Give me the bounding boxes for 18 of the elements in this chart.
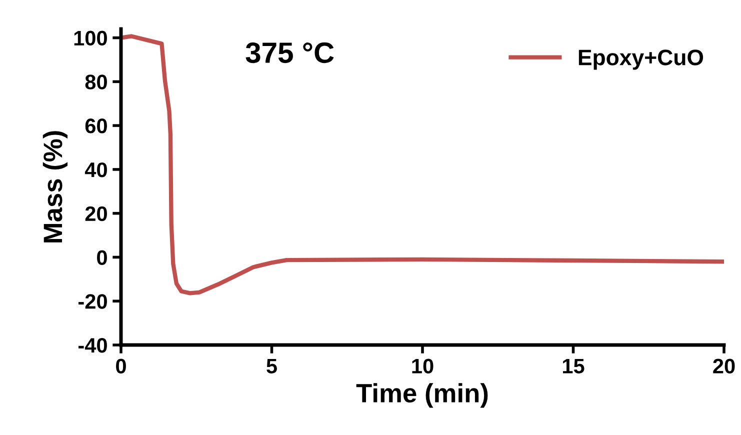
x-axis-title: Time (min) [356, 383, 488, 408]
y-axis-title: Mass (%) [42, 131, 68, 242]
line-series [121, 34, 724, 296]
y-tick-label: -40 [78, 338, 107, 353]
y-tick-label: 100 [74, 30, 107, 46]
y-tick-label: 60 [85, 118, 107, 134]
y-tick-label: 40 [84, 162, 107, 178]
x-tick-label: 20 [713, 358, 735, 374]
x-tick-label: 0 [116, 358, 126, 374]
x-tick-label: 10 [412, 358, 434, 374]
y-tick-label: 80 [85, 74, 107, 90]
y-tick-label: 0 [97, 250, 107, 265]
legend-label: Epoxy+CuO [578, 50, 704, 70]
x-tick-label: 15 [562, 358, 584, 374]
x-tick-label: 5 [266, 358, 277, 374]
y-tick-label: 20 [85, 206, 107, 222]
y-tick-label: -20 [78, 294, 107, 309]
annotation: 375 °C [246, 42, 334, 64]
